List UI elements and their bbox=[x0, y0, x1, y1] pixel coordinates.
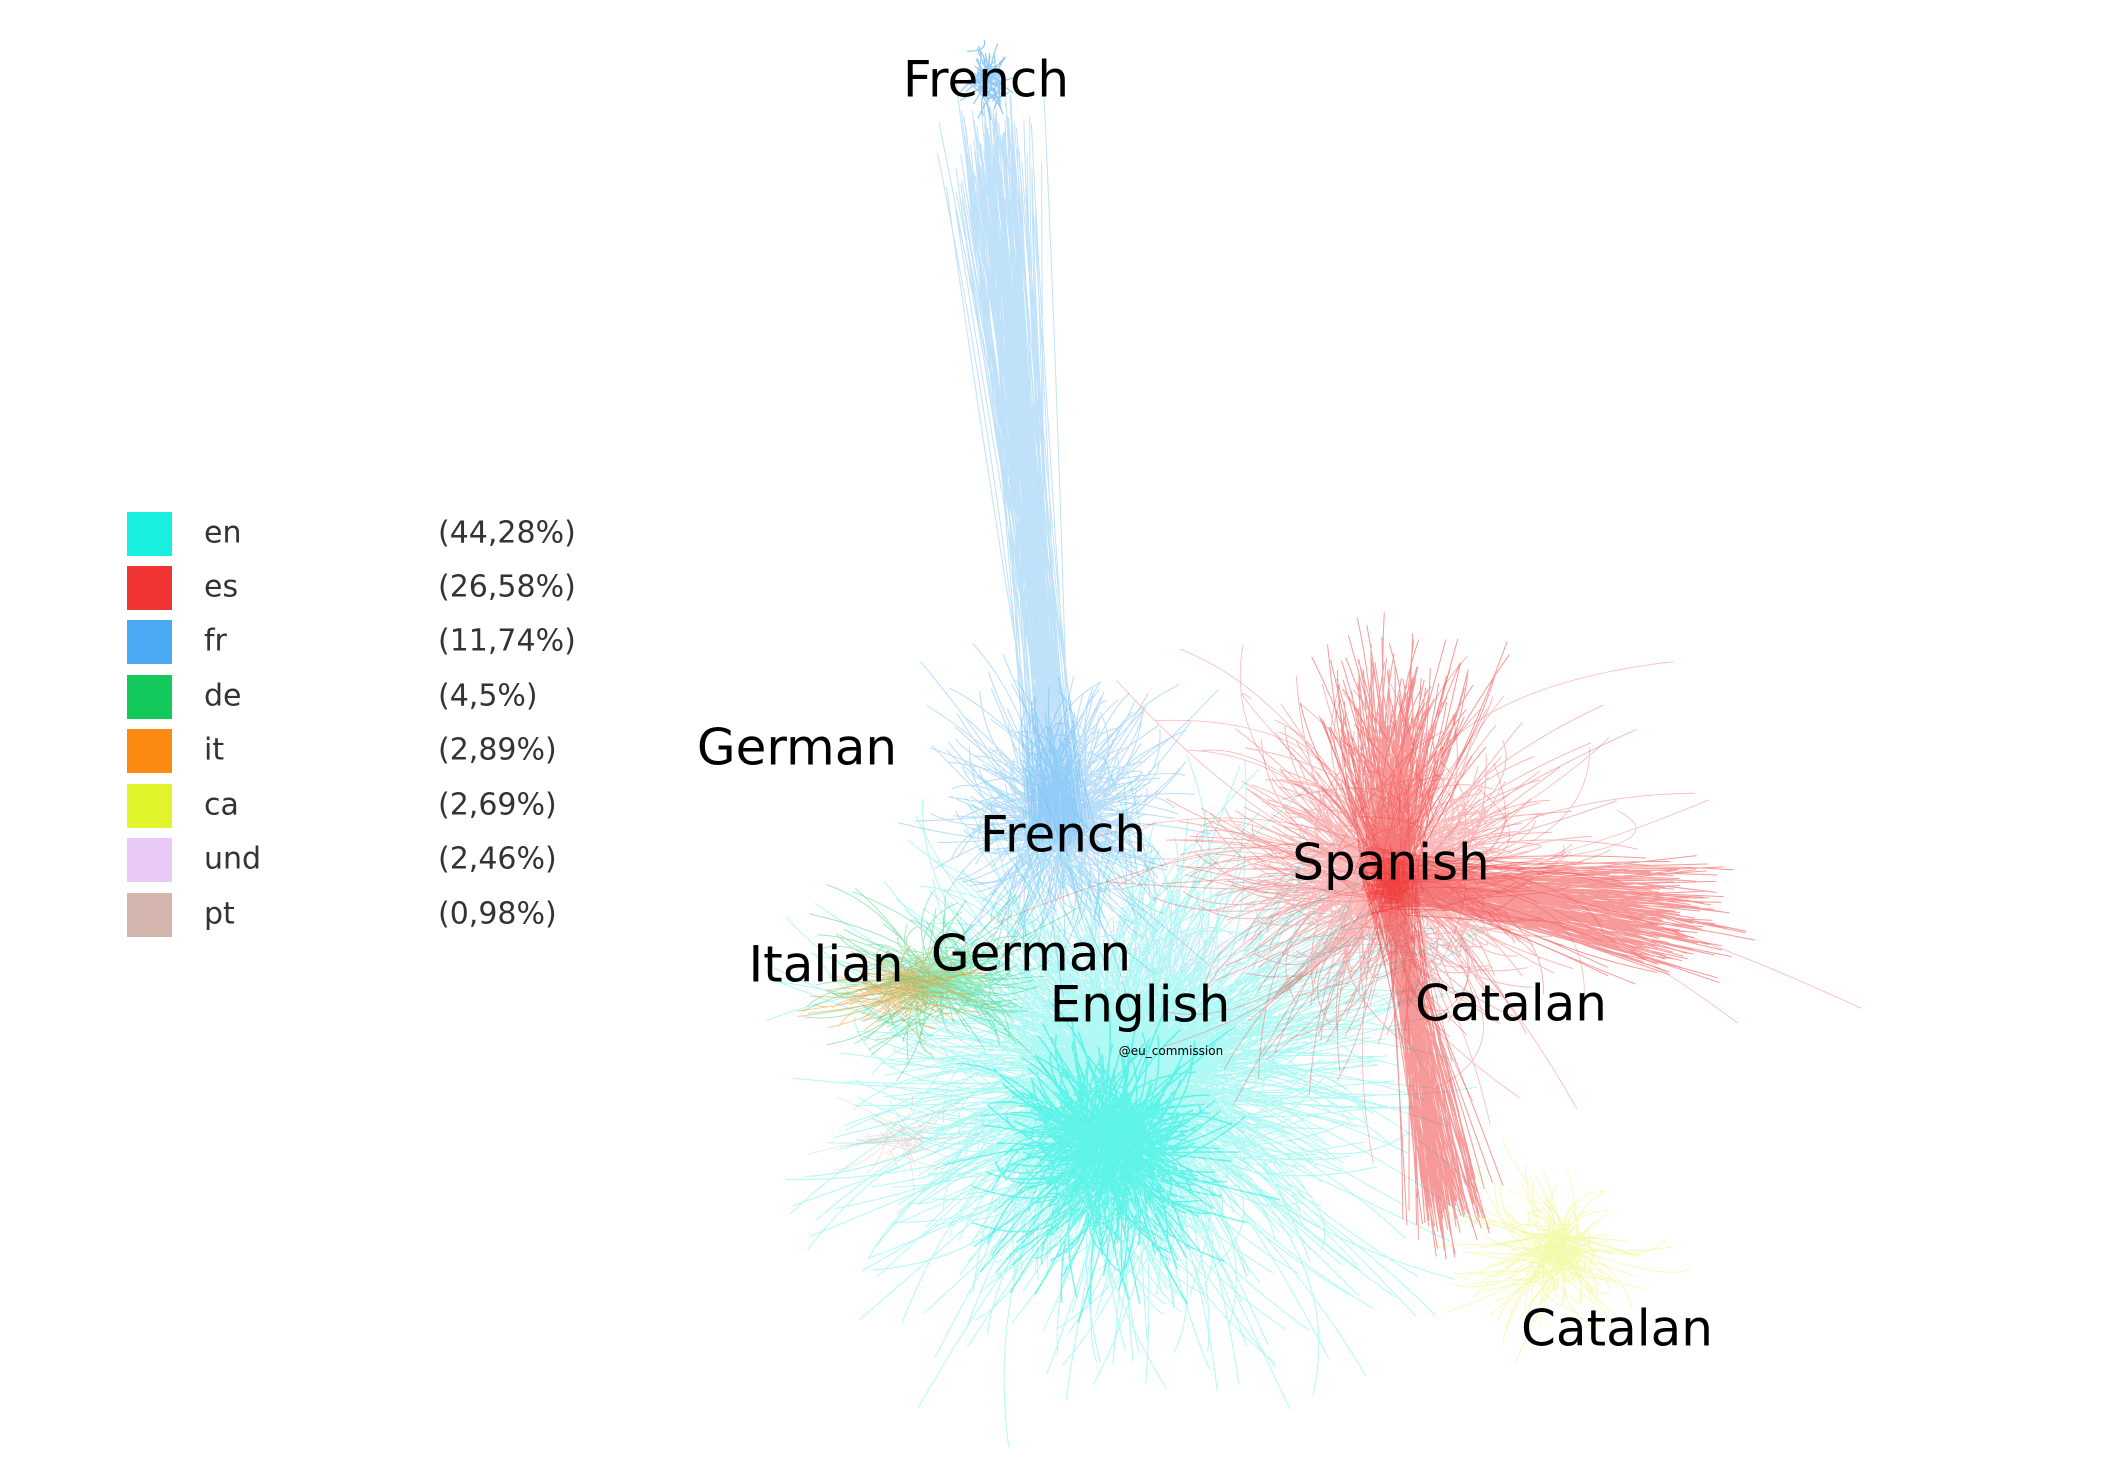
legend-code: de bbox=[204, 679, 242, 714]
edge-bundle bbox=[897, 687, 1457, 1141]
edge-bundle bbox=[944, 990, 1281, 1323]
edge-bundle bbox=[897, 643, 1219, 1012]
cluster-label: Catalan bbox=[1415, 975, 1607, 1033]
legend-share: (4,5%) bbox=[438, 679, 538, 714]
edge-bundle bbox=[1432, 1138, 1691, 1366]
edge-bundle bbox=[796, 943, 996, 1045]
cluster-label: English bbox=[1050, 976, 1231, 1034]
cluster-label: Catalan bbox=[1521, 1300, 1713, 1358]
legend-code: fr bbox=[204, 624, 228, 659]
legend-swatch bbox=[127, 838, 172, 882]
edge-bundle bbox=[801, 884, 1080, 1082]
legend-code: und bbox=[204, 842, 261, 877]
legend: en (44,28%) es (26,58%) fr (11,74%) de (4,5%) it… bbox=[127, 512, 576, 937]
legend-share: (11,74%) bbox=[438, 624, 576, 659]
legend-code: es bbox=[204, 570, 238, 605]
legend-swatch bbox=[127, 729, 172, 773]
legend-share: (0,98%) bbox=[438, 897, 557, 932]
network-edges bbox=[765, 39, 1862, 1447]
edge-bundle bbox=[994, 645, 1862, 1165]
cluster-label: French bbox=[980, 806, 1146, 864]
legend-code: ca bbox=[204, 788, 239, 823]
edge-bundle bbox=[1359, 844, 1504, 1260]
cluster-label: French bbox=[903, 51, 1069, 109]
legend-share: (26,58%) bbox=[438, 570, 576, 605]
edge-bundle bbox=[1363, 847, 1756, 985]
legend-swatch bbox=[127, 512, 172, 556]
legend-code: it bbox=[204, 733, 224, 768]
legend-share: (44,28%) bbox=[438, 516, 576, 551]
legend-code: pt bbox=[204, 897, 235, 932]
legend-share: (2,69%) bbox=[438, 788, 557, 823]
legend-share: (2,46%) bbox=[438, 842, 557, 877]
legend-swatch bbox=[127, 675, 172, 719]
cluster-label: Italian bbox=[748, 936, 903, 994]
legend-swatch bbox=[127, 784, 172, 828]
cluster-label: German bbox=[697, 719, 897, 777]
edge-bundle bbox=[808, 1093, 981, 1194]
legend-swatch bbox=[127, 893, 172, 937]
edge-bundle bbox=[1299, 612, 1510, 916]
legend-code: en bbox=[204, 516, 241, 551]
edge-bundle bbox=[959, 39, 1019, 120]
legend-swatch bbox=[127, 620, 172, 664]
edge-bundle bbox=[937, 78, 1096, 856]
center-node-label: @eu_commission bbox=[1119, 1044, 1223, 1058]
cluster-label: German bbox=[931, 925, 1131, 983]
cluster-label: Spanish bbox=[1292, 834, 1489, 892]
legend-swatch bbox=[127, 566, 172, 610]
legend-share: (2,89%) bbox=[438, 733, 557, 768]
